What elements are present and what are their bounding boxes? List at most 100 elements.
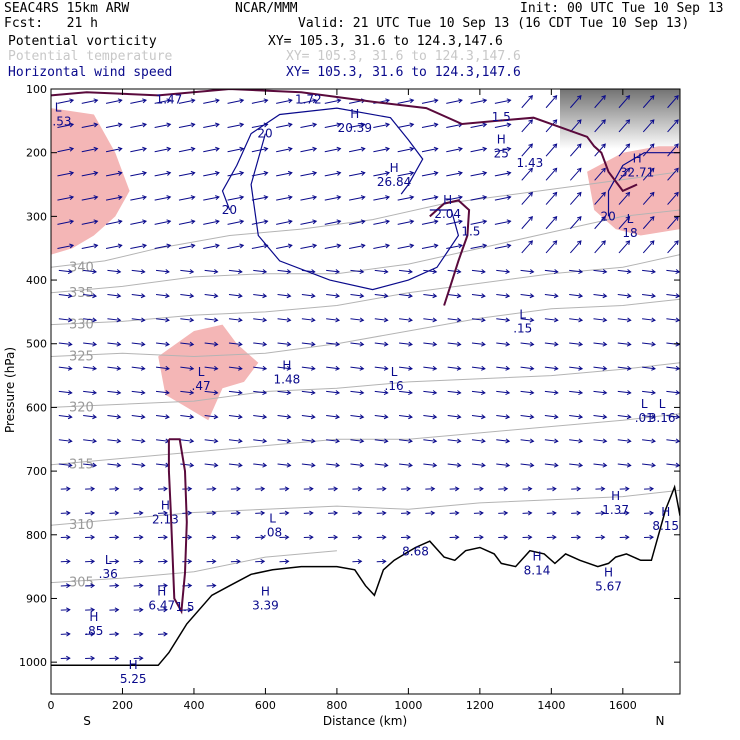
wind-vector-head [505, 438, 511, 444]
x-tick-label: 1600 [609, 699, 637, 712]
wind-vector-shaft [494, 172, 511, 177]
wind-vector-shaft [421, 99, 438, 104]
wind-vector-head [481, 293, 486, 299]
wind-vector-head [213, 269, 219, 275]
wind-vector-head [213, 462, 219, 468]
wind-vector-shaft [180, 439, 194, 442]
extremum-value: 26.84 [377, 175, 411, 189]
wind-vector-head [385, 219, 391, 225]
wind-vector-head [90, 583, 96, 589]
wind-vector-head [287, 98, 293, 104]
wind-vector-shaft [253, 415, 267, 418]
wind-vector-head [626, 438, 632, 444]
wind-vector-shaft [251, 196, 268, 201]
wind-vector-head [287, 146, 293, 152]
wind-vector-head [190, 122, 196, 128]
wind-vector-shaft [324, 123, 341, 129]
wind-vector-shaft [618, 240, 630, 254]
wind-vector-head [211, 510, 217, 516]
wind-vector-head [92, 317, 98, 323]
wind-vector-head [166, 195, 172, 201]
wind-vector-head [213, 341, 219, 347]
wind-vector-shaft [399, 463, 413, 467]
wind-vector-shaft [399, 366, 413, 370]
wind-vector-shaft [130, 123, 147, 129]
wind-vector-head [239, 195, 245, 201]
wind-vector-head [189, 414, 195, 420]
wind-vector-head [166, 170, 172, 176]
wind-vector-head [189, 390, 195, 396]
wind-vector-head [262, 390, 268, 396]
wind-vector-shaft [373, 220, 390, 225]
wind-vector-shaft [374, 269, 388, 273]
wind-vector-shaft [228, 269, 242, 273]
wind-vector-shaft [105, 123, 122, 129]
wind-vector-shaft [667, 119, 679, 133]
wind-vector-shaft [228, 294, 242, 297]
wind-vector-head [674, 119, 679, 124]
wind-vector-head [649, 143, 655, 149]
wind-vector-shaft [593, 294, 607, 297]
wind-vector-shaft [326, 342, 340, 346]
wind-vector-shaft [666, 294, 680, 297]
wind-vector-shaft [348, 196, 365, 201]
extremum-marker: L [627, 212, 634, 226]
wind-vector-shaft [178, 148, 195, 153]
wind-vector-shaft [180, 463, 194, 467]
pv-shaded-region [51, 108, 130, 255]
wind-vector-shaft [350, 439, 364, 442]
wind-vector-shaft [154, 148, 171, 153]
wind-vector-shaft [594, 167, 606, 181]
wind-vector-shaft [423, 366, 437, 370]
wind-vector-shaft [544, 269, 558, 273]
wind-vector-shaft [277, 269, 291, 273]
wind-vector-shaft [227, 196, 244, 201]
wind-vector-shaft [399, 342, 413, 346]
wind-vector-head [675, 390, 680, 396]
wind-vector-shaft [154, 99, 171, 104]
wind-vector-shaft [471, 269, 485, 273]
wind-vector-head [92, 438, 98, 444]
y-tick-label: 500 [26, 338, 47, 351]
wind-vector-head [69, 122, 75, 128]
wind-vector-shaft [228, 390, 242, 394]
theta-contour [51, 413, 680, 466]
wind-vector-shaft [642, 439, 656, 442]
wind-vector-shaft [348, 172, 365, 177]
wind-vector-shaft [83, 415, 97, 418]
wind-vector-head [529, 462, 535, 468]
pv-contour-label: 1.5 [461, 224, 480, 238]
wind-vector-shaft [154, 123, 171, 129]
wind-vector-head [359, 269, 365, 275]
wind-vector-shaft [618, 192, 630, 205]
extremum-value: 8.68 [402, 545, 429, 559]
extremum-value: 3.16 [649, 411, 676, 425]
wind-vector-shaft [666, 415, 680, 418]
wind-vector-head [626, 293, 632, 299]
wind-vector-shaft [544, 318, 558, 321]
wind-vector-shaft [107, 463, 121, 467]
wind-speed-contour-label: 20 [601, 209, 616, 223]
wind-vector-head [506, 170, 512, 176]
wind-vector-head [528, 215, 533, 221]
wind-vector-shaft [105, 148, 122, 153]
wind-vector-head [236, 558, 241, 564]
wind-vector-head [213, 438, 219, 444]
wind-vector-shaft [520, 366, 534, 370]
wind-vector-head [236, 534, 241, 540]
wind-vector-head [215, 122, 220, 128]
wind-vector-shaft [107, 294, 121, 297]
wind-vector-shaft [350, 318, 364, 321]
wind-vector-head [262, 438, 268, 444]
wind-vector-head [238, 365, 243, 371]
wind-vector-head [674, 143, 679, 149]
terrain-line [51, 484, 680, 667]
wind-vector-shaft [593, 439, 607, 442]
wind-vector-shaft [277, 294, 291, 297]
wind-vector-head [433, 170, 439, 176]
wind-vector-head [189, 341, 195, 347]
wind-vector-shaft [545, 192, 557, 205]
wind-vector-head [67, 269, 73, 275]
wind-vector-head [649, 240, 655, 245]
extremum-value: 25 [494, 147, 509, 161]
